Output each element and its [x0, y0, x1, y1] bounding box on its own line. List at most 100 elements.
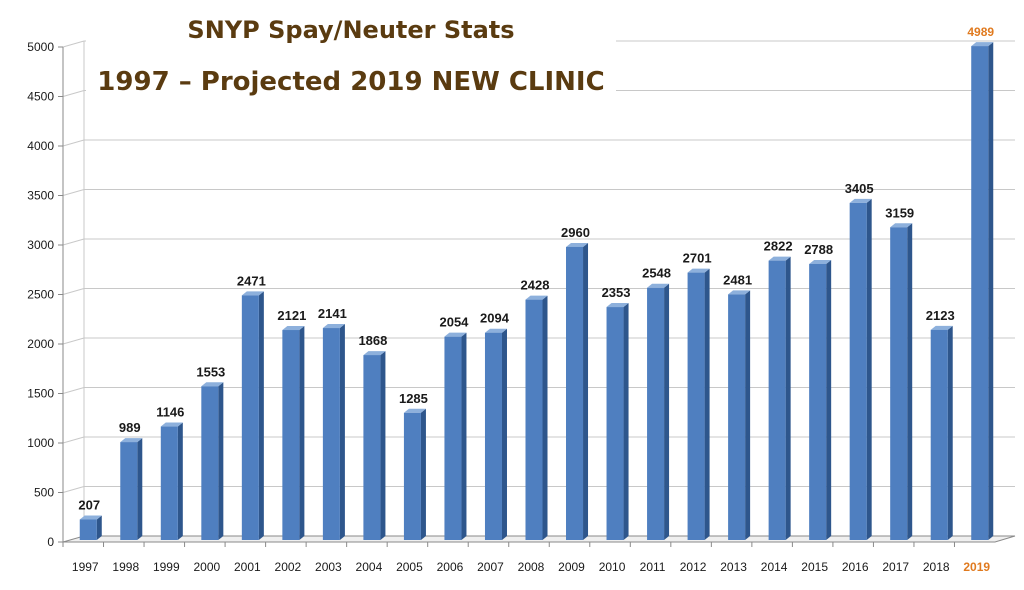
- x-tick-label: 2003: [315, 560, 342, 574]
- bar: [403, 408, 426, 540]
- x-tick-label: 2000: [193, 560, 220, 574]
- y-tick-label: 0: [47, 535, 54, 549]
- bar: [687, 268, 710, 540]
- bar-side: [501, 328, 507, 540]
- bar-front: [282, 330, 300, 540]
- x-tick-label: 2017: [882, 560, 909, 574]
- data-label: 2121: [277, 308, 306, 323]
- bar-side: [664, 283, 670, 540]
- y-tick-label: 1000: [27, 436, 54, 450]
- bar-top: [444, 332, 467, 337]
- y-tick-label: 4000: [27, 139, 54, 153]
- bar-top: [930, 325, 953, 330]
- gridline-diagonal: [62, 40, 85, 48]
- x-tick-label: 2011: [640, 560, 666, 574]
- bar-top: [484, 328, 507, 333]
- data-label: 1146: [156, 405, 184, 420]
- bar: [728, 290, 751, 540]
- data-label: 2123: [926, 308, 955, 323]
- x-tick-label: 2015: [801, 560, 828, 574]
- bar: [930, 325, 953, 540]
- bar-top: [525, 295, 548, 300]
- bar-side: [907, 223, 913, 540]
- data-label: 207: [78, 498, 100, 513]
- bar-side: [380, 351, 386, 540]
- gridline-diagonal: [62, 337, 85, 345]
- gridline-diagonal: [62, 387, 85, 394]
- bar-side: [623, 303, 629, 540]
- data-labels: 207 989 1146 1553 2471 2121 2141 1868 1285 2054 20…: [78, 25, 994, 512]
- bar: [79, 515, 102, 540]
- bar-front: [687, 272, 705, 540]
- data-label: 3159: [885, 205, 914, 220]
- bar-side: [826, 259, 832, 540]
- bar-side: [785, 256, 791, 540]
- bar-front: [120, 442, 138, 540]
- bar: [484, 328, 507, 540]
- x-tick-label: 1997: [72, 560, 99, 574]
- chart-subtitle: 1997 – Projected 2019 NEW CLINIC: [86, 60, 616, 104]
- data-label: 2141: [318, 306, 347, 321]
- x-tick-label: 2007: [477, 560, 504, 574]
- y-tick-label: 2000: [27, 337, 54, 351]
- data-label: 2094: [480, 311, 510, 326]
- bar-top: [363, 351, 386, 356]
- bar-side: [299, 326, 305, 540]
- x-tick-label: 2004: [356, 560, 383, 574]
- axes: 0 500 1000 1500 2000 2500 3000 3500 4000 4500 5000…: [27, 40, 1016, 574]
- bar-side: [704, 268, 710, 540]
- bar-top: [322, 324, 345, 329]
- bar-front: [444, 336, 462, 540]
- gridline-diagonal: [62, 90, 85, 97]
- bar: [525, 295, 548, 540]
- data-label: 2701: [683, 251, 712, 266]
- y-tick-label: 3000: [27, 238, 54, 252]
- bar-side: [866, 198, 872, 540]
- bar-top: [728, 290, 751, 295]
- bar-top: [403, 408, 426, 413]
- bar-side: [947, 325, 953, 540]
- y-tick-label: 1500: [27, 387, 54, 401]
- bar: [120, 438, 143, 540]
- bar-front: [566, 246, 584, 540]
- bar-side: [96, 515, 102, 540]
- bar-front: [768, 260, 786, 540]
- bar: [566, 242, 589, 540]
- bar-top: [282, 326, 305, 331]
- x-tick-label: 2019: [963, 560, 990, 574]
- bar-front: [728, 294, 746, 540]
- gridline-diagonal: [62, 436, 85, 444]
- bar: [647, 283, 670, 540]
- bar-front: [484, 332, 502, 540]
- bar-front: [160, 426, 178, 540]
- data-label: 989: [119, 420, 141, 435]
- bar-side: [339, 324, 345, 540]
- bar-front: [849, 202, 867, 540]
- data-label: 2822: [764, 239, 793, 254]
- gridline-diagonal: [62, 486, 85, 493]
- bar: [890, 223, 913, 540]
- data-label: 2548: [642, 266, 671, 281]
- bar-front: [403, 412, 421, 540]
- data-label: 1285: [399, 391, 428, 406]
- y-tick-label: 500: [34, 486, 54, 500]
- bar-top: [606, 303, 629, 308]
- x-tick-label: 1999: [153, 560, 180, 574]
- bar: [241, 291, 264, 540]
- data-label: 2353: [602, 285, 631, 300]
- bar-side: [745, 290, 751, 540]
- bar-front: [647, 287, 665, 540]
- x-tick-label: 2013: [720, 560, 747, 574]
- bar: [201, 382, 224, 540]
- bar-side: [988, 42, 994, 541]
- bar: [444, 332, 467, 540]
- gridline-diagonal: [62, 189, 85, 196]
- x-tick-label: 2016: [842, 560, 869, 574]
- bar-side: [258, 291, 264, 540]
- bar: [809, 259, 832, 540]
- bar-top: [971, 42, 994, 47]
- bar-front: [363, 355, 381, 540]
- bar-top: [687, 268, 710, 273]
- bar-front: [809, 263, 827, 540]
